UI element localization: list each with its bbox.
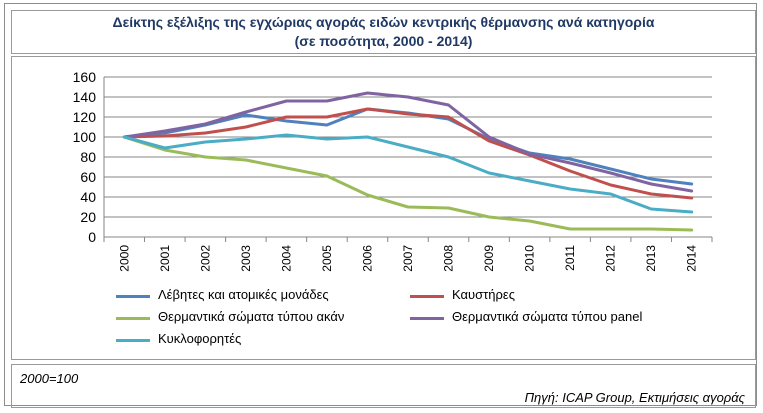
x-tick-label: 2005 <box>320 245 334 272</box>
chart-frame: Δείκτης εξέλιξης της εγχώριας αγοράς ειδ… <box>4 3 757 408</box>
legend-label: Λέβητες και ατομικές μονάδες <box>158 287 329 302</box>
chart-subtitle: (σε ποσότητα, 2000 - 2014) <box>294 33 473 49</box>
x-tick-label: 2000 <box>117 245 131 272</box>
y-tick-label: 120 <box>73 109 97 125</box>
legend-swatch <box>116 295 150 298</box>
legend-label: Θερμαντικά σώματα τύπου panel <box>452 309 643 324</box>
legend-swatch <box>116 339 150 342</box>
x-tick-label: 2013 <box>644 245 658 272</box>
x-tick-label: 2002 <box>198 245 212 272</box>
x-tick-label: 2014 <box>685 245 699 272</box>
x-tick-label: 2007 <box>401 245 415 272</box>
x-tick-label: 2009 <box>482 245 496 272</box>
y-tick-label: 20 <box>80 209 96 225</box>
series-line <box>122 133 694 214</box>
legend-label: Κυκλοφορητές <box>158 331 242 346</box>
x-tick-label: 2001 <box>158 245 172 272</box>
x-tick-label: 2006 <box>360 245 374 272</box>
base-year-note: 2000=100 <box>20 371 79 386</box>
footnote-box: 2000=100 Πηγή: ICAP Group, Εκτιμήσεις αγ… <box>11 364 756 408</box>
series-line <box>122 91 694 193</box>
legend-swatch <box>410 317 444 320</box>
y-tick-label: 140 <box>73 89 97 105</box>
x-tick-label: 2008 <box>442 245 456 272</box>
legend-swatch <box>116 317 150 320</box>
series-line <box>122 135 694 232</box>
y-tick-label: 40 <box>80 189 96 205</box>
legend-label: Θερμαντικά σώματα τύπου ακάν <box>158 309 345 324</box>
legend-label: Καυστήρες <box>452 287 515 302</box>
chart-area: 0 20 40 60 80 100 120 140 160 2000 2001 2002 2003 200… <box>11 56 756 360</box>
chart-title-box: Δείκτης εξέλιξης της εγχώριας αγοράς ειδ… <box>11 10 756 54</box>
x-tick-label: 2003 <box>239 245 253 272</box>
x-tick-label: 2012 <box>604 245 618 272</box>
legend-swatch <box>410 295 444 298</box>
x-tick-label: 2004 <box>279 245 293 272</box>
x-tick-label: 2010 <box>523 245 537 272</box>
y-tick-label: 160 <box>73 69 97 85</box>
y-tick-label: 80 <box>80 149 96 165</box>
source-note: Πηγή: ICAP Group, Εκτιμήσεις αγοράς <box>524 390 745 405</box>
x-tick-label: 2011 <box>563 245 577 271</box>
chart-title: Δείκτης εξέλιξης της εγχώριας αγοράς ειδ… <box>112 14 655 30</box>
y-tick-label: 60 <box>80 169 96 185</box>
series-line <box>122 107 694 200</box>
y-tick-label: 0 <box>88 229 96 245</box>
y-tick-label: 100 <box>73 129 97 145</box>
line-chart: 0 20 40 60 80 100 120 140 160 2000 2001 2002 2003 200… <box>73 69 713 272</box>
